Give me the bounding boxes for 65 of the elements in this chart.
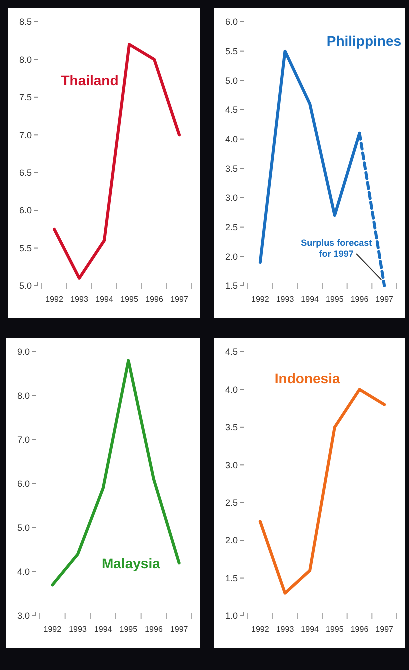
line-series (258, 388, 386, 595)
x-tick-label: 1992 (44, 625, 62, 634)
line-series (51, 359, 181, 587)
y-tick-label: 1.0 (225, 611, 238, 622)
y-tick-label: 9.0 (17, 347, 30, 358)
y-tick-label: 3.0 (17, 611, 30, 622)
y-tick-label: 5.0 (225, 76, 238, 86)
line-series (53, 43, 181, 280)
y-tick-label: 3.5 (225, 422, 238, 433)
y-tick-label: 7.5 (19, 92, 32, 103)
x-tick-label: 1995 (326, 295, 344, 304)
y-tick-label: 6.5 (19, 168, 32, 178)
y-tick-label: 2.5 (225, 222, 238, 232)
y-tick-label: 4.5 (225, 347, 238, 358)
y-tick-label: 2.0 (225, 536, 238, 546)
y-tick-label: 5.0 (19, 281, 32, 292)
y-tick-label: 6.0 (19, 206, 32, 216)
y-tick-label: 3.5 (225, 164, 238, 174)
series-label: Indonesia (274, 370, 340, 387)
y-tick-label: 3.0 (225, 193, 238, 204)
y-tick-label: 4.0 (225, 134, 238, 144)
y-tick-label: 4.0 (17, 567, 30, 578)
x-tick-label: 1997 (376, 295, 394, 304)
y-tick-label: 7.0 (17, 435, 30, 446)
y-tick-label: 5.0 (17, 523, 30, 534)
series-label: Thailand (61, 72, 119, 88)
y-tick-label: 4.5 (225, 105, 238, 116)
x-tick-label: 1996 (350, 295, 370, 304)
x-tick-label: 1993 (69, 625, 88, 634)
y-tick-label: 2.0 (225, 252, 238, 262)
y-tick-label: 4.0 (225, 384, 238, 395)
x-tick-label: 1995 (326, 625, 344, 634)
x-tick-label: 1997 (376, 625, 394, 634)
y-tick-label: 5.5 (225, 46, 238, 56)
y-tick-label: 3.0 (225, 460, 238, 470)
x-tick-label: 1993 (276, 625, 295, 634)
x-tick-label: 1996 (146, 295, 164, 304)
y-tick-label: 1.5 (225, 281, 238, 292)
y-tick-label: 8.0 (17, 391, 30, 402)
series-label: Malaysia (102, 555, 161, 572)
x-tick-label: 1994 (301, 295, 320, 304)
y-tick-label: 5.5 (19, 243, 32, 254)
text: Philippines (326, 32, 402, 49)
x-tick-label: 1996 (145, 625, 164, 634)
x-tick-label: 1992 (46, 295, 64, 304)
x-tick-label: 1992 (252, 625, 270, 634)
x-tick-label: 1993 (276, 295, 295, 304)
y-tick-label: 8.5 (19, 17, 32, 28)
annotation: Surplus forecast for 1997 (301, 238, 372, 259)
x-tick-label: 1994 (94, 625, 113, 634)
y-tick-label: 1.5 (225, 573, 238, 584)
x-tick-label: 1997 (170, 625, 189, 634)
y-tick-label: 7.0 (19, 130, 32, 140)
x-tick-label: 1994 (301, 625, 320, 634)
x-tick-label: 1996 (350, 625, 370, 634)
x-tick-label: 1994 (96, 295, 114, 304)
y-tick-label: 6.0 (17, 479, 30, 490)
y-tick-label: 8.0 (19, 54, 32, 65)
x-tick-label: 1993 (70, 295, 89, 304)
y-tick-label: 2.5 (225, 498, 238, 508)
x-tick-label: 1992 (252, 295, 270, 304)
x-tick-label: 1995 (120, 625, 138, 634)
x-tick-label: 1995 (120, 295, 139, 304)
y-tick-label: 6.0 (225, 17, 238, 28)
x-tick-label: 1997 (170, 295, 189, 304)
